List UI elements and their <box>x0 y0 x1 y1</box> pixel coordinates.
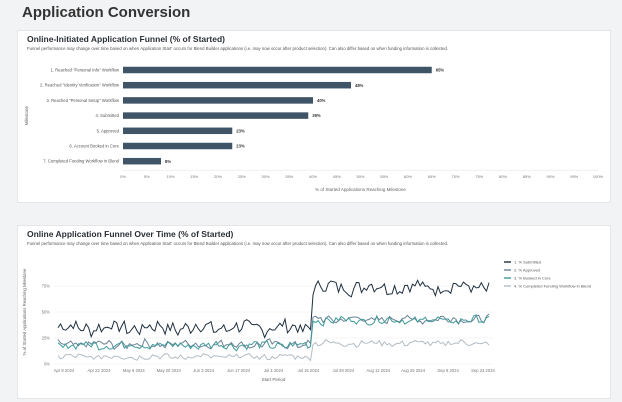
funnel-bar <box>123 142 233 150</box>
timeline-x-tick-label: Jul 1 2024 <box>264 368 284 373</box>
funnel-bar <box>123 97 313 104</box>
timeline-y-axis-title: % of Started Applications Reaching Miles… <box>22 268 27 355</box>
timeline-y-tick-label: 0% <box>44 362 50 367</box>
legend-label: 1. % Submitted <box>514 260 541 265</box>
funnel-x-tick-label: 0% <box>120 174 126 179</box>
legend-label: 4. % Completed Funding Workflow in Blend <box>514 284 591 289</box>
funnel-bar <box>123 112 309 119</box>
funnel-x-tick-label: 20% <box>214 174 222 179</box>
timeline-x-tick-label: Sep 9 2024 <box>437 368 459 373</box>
funnel-bar <box>123 66 432 74</box>
funnel-data-label: 65% <box>436 68 445 73</box>
page-title: Application Conversion <box>22 4 191 21</box>
funnel-x-tick-label: 65% <box>428 174 436 179</box>
timeline-y-tick-label: 25% <box>42 336 51 341</box>
funnel-category-label: 6. Account Booked in Core <box>69 144 119 149</box>
funnel-x-tick-label: 95% <box>570 174 578 179</box>
timeline-x-tick-label: Aug 26 2024 <box>401 368 425 373</box>
funnel-category-label: 5. Approved <box>97 128 120 133</box>
funnel-category-label: 7. Completed Funding Workflow in Blend <box>43 159 119 164</box>
funnel-x-tick-label: 80% <box>499 174 507 179</box>
timeline-x-axis-title: Start Period <box>262 377 286 382</box>
legend-label: 3. % Booked in Core <box>514 276 551 281</box>
timeline-x-tick-label: Jul 29 2024 <box>333 368 355 373</box>
timeline-x-tick-label: Apr 22 2024 <box>88 368 111 373</box>
funnel-x-tick-label: 85% <box>523 174 531 179</box>
funnel-x-tick-label: 70% <box>451 174 459 179</box>
timeline-subtitle: Funnel performance may change over time … <box>27 241 449 246</box>
funnel-x-tick-label: 25% <box>238 174 246 179</box>
funnel-data-label: 23% <box>236 128 245 133</box>
funnel-y-axis-title: Milestone <box>24 105 29 125</box>
funnel-data-label: 40% <box>317 98 326 103</box>
timeline-y-tick-label: 50% <box>42 310 51 315</box>
funnel-chart: Milestone 1. Reached "Personal Info" Work… <box>24 66 604 192</box>
funnel-card: Online-Initiated Application Funnel (% o… <box>17 30 611 203</box>
funnel-bar <box>123 81 351 89</box>
funnel-x-tick-label: 75% <box>475 174 483 179</box>
timeline-series-line <box>57 279 490 339</box>
funnel-x-tick-label: 55% <box>380 174 388 179</box>
timeline-series-line <box>57 314 490 352</box>
funnel-x-axis-title: % of Started Applications Reaching Miles… <box>315 187 406 192</box>
funnel-x-tick-label: 30% <box>261 174 269 179</box>
funnel-x-tick-label: 45% <box>333 174 341 179</box>
funnel-title: Online-Initiated Application Funnel (% o… <box>27 34 226 44</box>
timeline-card: Online Application Funnel Over Time (% o… <box>17 225 611 399</box>
timeline-y-tick-label: 75% <box>42 284 51 289</box>
timeline-x-tick-label: Jun 17 2024 <box>227 368 251 373</box>
funnel-data-label: 23% <box>236 144 245 149</box>
timeline-series-line <box>57 338 490 362</box>
funnel-subtitle: Funnel performance may change over time … <box>27 46 449 51</box>
funnel-data-label: 8% <box>165 159 171 164</box>
funnel-x-tick-label: 90% <box>546 174 554 179</box>
funnel-x-tick-label: 100% <box>593 174 604 179</box>
timeline-x-tick-label: Apr 8 2024 <box>54 368 75 373</box>
funnel-category-label: 4. Submitted <box>95 113 119 118</box>
funnel-x-tick-label: 15% <box>190 174 198 179</box>
funnel-x-tick-label: 35% <box>285 174 293 179</box>
funnel-category-label: 1. Reached "Personal Info" Workflow <box>50 68 120 73</box>
funnel-category-label: 3. Reached "Personal Setup" Workflow <box>47 98 120 103</box>
timeline-x-tick-label: Jul 15 2024 <box>298 368 320 373</box>
timeline-chart: 0% 25% 50% 75% % of Started Applications Rea… <box>22 260 591 383</box>
timeline-x-tick-label: Sep 23 2024 <box>471 368 495 373</box>
funnel-bar <box>123 157 161 165</box>
funnel-x-tick-label: 60% <box>404 174 412 179</box>
funnel-x-tick-label: 40% <box>309 174 317 179</box>
timeline-x-tick-label: Aug 12 2024 <box>366 368 390 373</box>
funnel-data-label: 48% <box>355 83 364 88</box>
timeline-title: Online Application Funnel Over Time (% o… <box>27 229 234 239</box>
funnel-x-tick-label: 50% <box>356 174 364 179</box>
timeline-x-tick-label: Jun 3 2024 <box>193 368 214 373</box>
timeline-x-tick-label: May 20 2024 <box>157 368 182 373</box>
funnel-data-label: 39% <box>312 113 321 118</box>
funnel-bar <box>123 127 233 135</box>
funnel-x-tick-label: 10% <box>166 174 174 179</box>
timeline-x-tick-label: May 6 2024 <box>123 368 146 373</box>
legend-label: 2. % Approved <box>514 268 540 273</box>
funnel-x-tick-label: 5% <box>144 174 150 179</box>
funnel-category-label: 2. Reached "Identity Verification" Workf… <box>40 83 120 88</box>
